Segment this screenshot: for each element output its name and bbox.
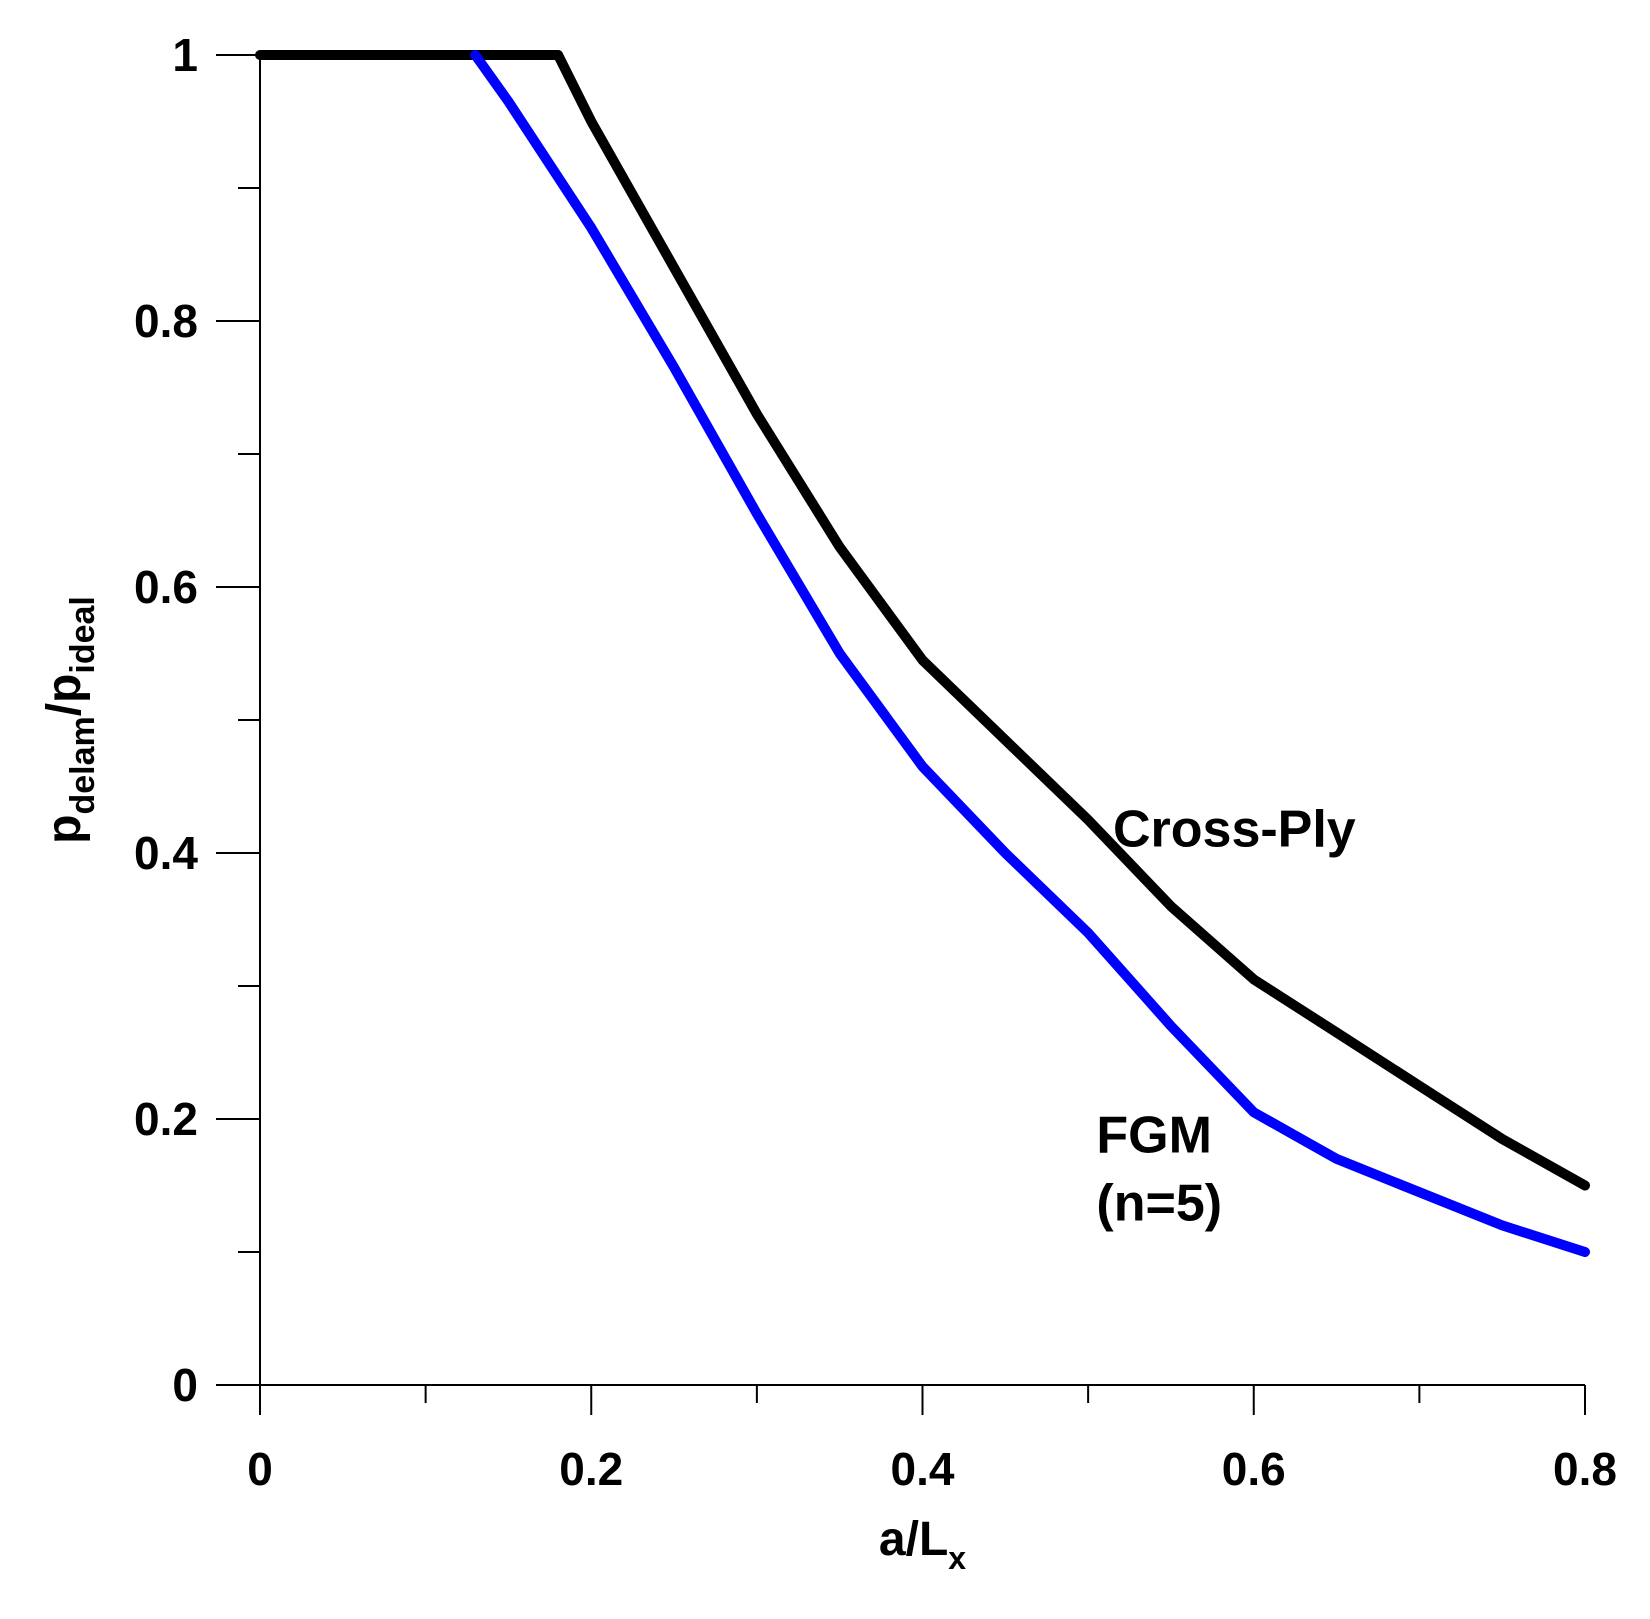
y-axis-title-num-sub: delam	[64, 716, 102, 814]
y-axis-title: pdelam/pideal	[38, 596, 102, 844]
x-tick-label: 0.8	[1553, 1443, 1617, 1495]
y-axis-title-num-base: p	[38, 815, 91, 844]
x-tick-label: 0.2	[559, 1443, 623, 1495]
y-tick-label: 0	[172, 1359, 198, 1411]
cross-ply-annotation: Cross-Ply	[1113, 800, 1356, 858]
series-lines	[255, 50, 1590, 1257]
axes	[216, 55, 1585, 1415]
cross-ply-series-line	[255, 50, 1590, 1191]
ticks	[216, 54, 1586, 1415]
tick-labels: 0 0.2 0.4 0.6 0.8 1 0 0.2 0.4 0.6 0.8	[134, 29, 1617, 1495]
y-axis-title-den-base: p	[38, 674, 91, 703]
x-axis-title-base: a/L	[879, 1513, 948, 1566]
x-axis-title-subscript: x	[948, 1540, 966, 1576]
y-tick-label: 0.2	[134, 1093, 198, 1145]
x-tick-label: 0.4	[891, 1443, 955, 1495]
x-axis-title: a/Lx	[879, 1513, 966, 1576]
y-tick-label: 0.8	[134, 295, 198, 347]
y-tick-label: 1	[172, 29, 198, 81]
y-tick-label: 0.4	[134, 827, 198, 879]
y-axis-title-separator: /	[38, 703, 91, 716]
fgm-series-line	[470, 50, 1590, 1257]
fgm-annotation: FGM (n=5)	[1096, 1106, 1226, 1232]
x-tick-label: 0.6	[1222, 1443, 1286, 1495]
cross-ply-annotation-line: Cross-Ply	[1113, 800, 1356, 858]
y-axis-title-den-sub: ideal	[64, 596, 102, 673]
fgm-annotation-line-2: (n=5)	[1096, 1174, 1222, 1232]
y-tick-label: 0.6	[134, 561, 198, 613]
x-tick-label: 0	[247, 1443, 273, 1495]
fgm-annotation-line-1: FGM	[1096, 1106, 1212, 1164]
